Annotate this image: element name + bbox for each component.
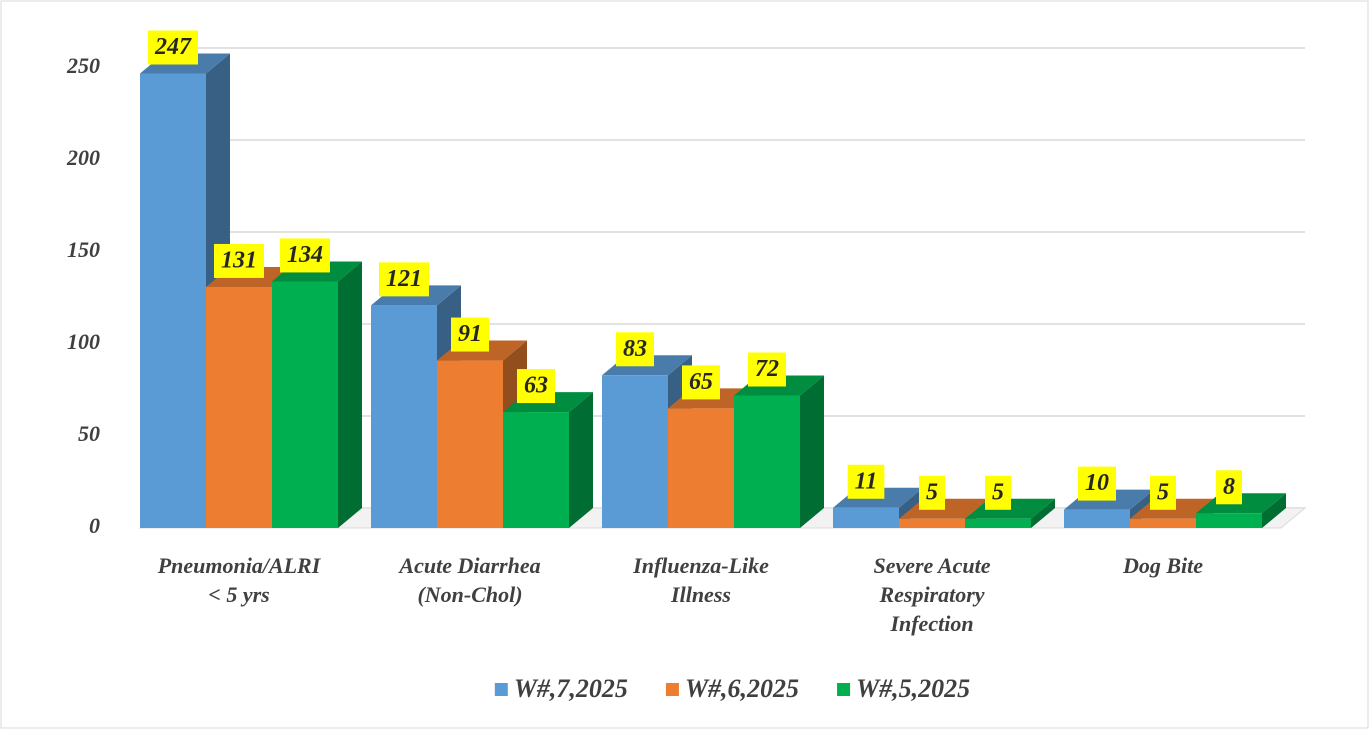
legend-label: W#,6,2025 — [685, 674, 799, 703]
y-tick-label: 100 — [67, 329, 100, 354]
bar-side — [1031, 498, 1055, 528]
legend-swatch — [837, 683, 851, 696]
bar — [503, 412, 569, 528]
bar — [833, 507, 899, 528]
data-label: 63 — [524, 373, 548, 399]
data-label: 72 — [755, 356, 779, 382]
data-label: 91 — [458, 321, 482, 347]
x-tick-label: Illness — [670, 582, 731, 607]
data-label-box — [847, 464, 885, 499]
data-label-box — [682, 365, 720, 400]
data-label-box — [517, 369, 555, 404]
bar — [734, 395, 800, 528]
x-tick-label: < 5 yrs — [208, 582, 269, 607]
y-tick-label: 50 — [78, 421, 100, 446]
x-tick-label: Dog Bite — [1122, 553, 1203, 578]
bar — [899, 518, 965, 528]
bar-side — [569, 392, 593, 528]
bar-side — [800, 375, 824, 528]
bar-side — [338, 261, 362, 528]
data-label: 134 — [287, 242, 323, 268]
data-label: 5 — [926, 479, 938, 505]
y-tick-label: 150 — [67, 237, 100, 262]
data-label: 11 — [855, 468, 878, 494]
data-label: 5 — [992, 479, 1004, 505]
data-label: 131 — [221, 247, 257, 273]
data-label-box — [748, 352, 786, 387]
x-tick-label: Pneumonia/ALRI — [157, 553, 322, 578]
data-label-box — [985, 475, 1011, 510]
bar — [371, 305, 437, 528]
data-label-box — [280, 238, 330, 273]
bar — [668, 408, 734, 528]
legend-swatch — [494, 683, 508, 696]
data-label-box — [616, 332, 654, 367]
bar — [140, 73, 206, 529]
x-tick-label: (Non-Chol) — [417, 582, 522, 607]
data-label: 247 — [154, 34, 192, 60]
bar — [206, 286, 272, 528]
data-label-box — [919, 475, 945, 510]
data-label-box — [379, 262, 429, 297]
data-label-box — [451, 317, 489, 352]
data-label-box — [1150, 475, 1176, 510]
bar — [437, 360, 503, 528]
x-tick-label: Respiratory — [878, 582, 984, 607]
y-tick-label: 250 — [66, 53, 100, 78]
data-label: 8 — [1223, 474, 1235, 500]
bar-side — [1262, 493, 1286, 528]
bar — [1064, 509, 1130, 528]
data-label: 5 — [1157, 479, 1169, 505]
data-label: 83 — [623, 336, 647, 362]
bar — [1196, 513, 1262, 528]
bar — [602, 375, 668, 528]
x-tick-label: Severe Acute — [873, 553, 990, 578]
data-label-box — [148, 30, 198, 65]
legend-label: W#,7,2025 — [514, 674, 628, 703]
data-label: 10 — [1085, 470, 1109, 496]
data-label-box — [1216, 470, 1242, 505]
legend-swatch — [665, 683, 679, 696]
y-tick-label: 200 — [66, 145, 100, 170]
legend-label: W#,5,2025 — [856, 674, 970, 703]
bar — [965, 518, 1031, 528]
bar — [1130, 518, 1196, 528]
data-label-box — [214, 243, 264, 278]
x-tick-label: Infection — [889, 611, 973, 636]
bar — [272, 281, 338, 528]
data-label: 65 — [689, 369, 713, 395]
data-label: 121 — [386, 266, 422, 292]
data-label-box — [1078, 466, 1116, 501]
y-tick-label: 0 — [89, 513, 100, 538]
x-tick-label: Influenza-Like — [632, 553, 769, 578]
x-tick-label: Acute Diarrhea — [397, 553, 540, 578]
